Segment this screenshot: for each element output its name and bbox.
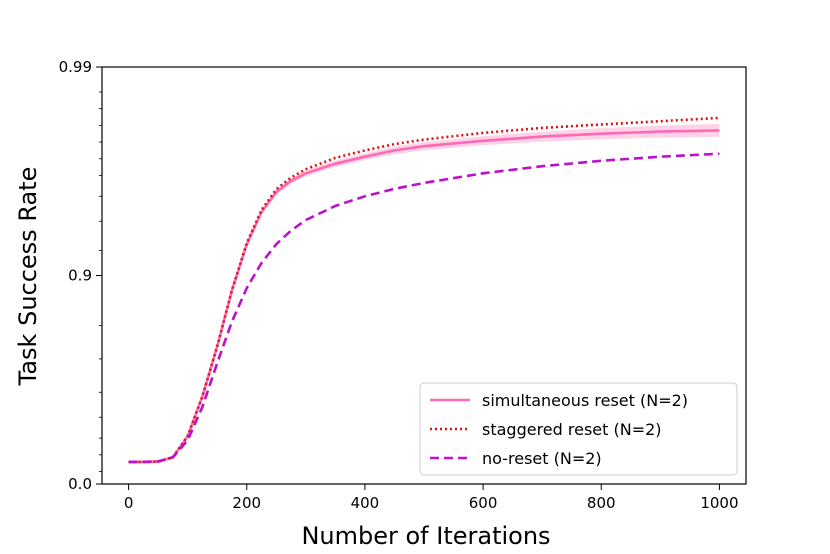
y-tick-label: 0.99	[59, 58, 92, 76]
x-axis-label: Number of Iterations	[301, 522, 550, 550]
legend-label-2: no-reset (N=2)	[482, 449, 602, 468]
y-tick-label: 0.9	[68, 267, 92, 285]
y-axis-label: Task Success Rate	[14, 167, 42, 387]
x-tick-label: 800	[587, 494, 616, 512]
legend: simultaneous reset (N=2) staggered reset …	[419, 382, 738, 476]
y-axis-ticks: 0.0 0.9 0.99	[59, 58, 102, 493]
series-line-2	[128, 152, 720, 464]
series-lines	[128, 116, 720, 464]
x-tick-label: 600	[469, 494, 498, 512]
series-line-1	[128, 116, 720, 464]
legend-label-0: simultaneous reset (N=2)	[482, 391, 688, 410]
legend-box	[419, 382, 738, 476]
x-tick-label: 1000	[700, 494, 738, 512]
legend-label-1: staggered reset (N=2)	[482, 420, 662, 439]
x-tick-label: 400	[351, 494, 380, 512]
x-tick-label: 200	[232, 494, 261, 512]
x-axis-ticks: 0 200 400 600 800 1000	[124, 484, 739, 512]
series-line-0	[128, 129, 720, 464]
x-tick-label: 0	[124, 494, 134, 512]
y-tick-label: 0.0	[68, 475, 92, 493]
